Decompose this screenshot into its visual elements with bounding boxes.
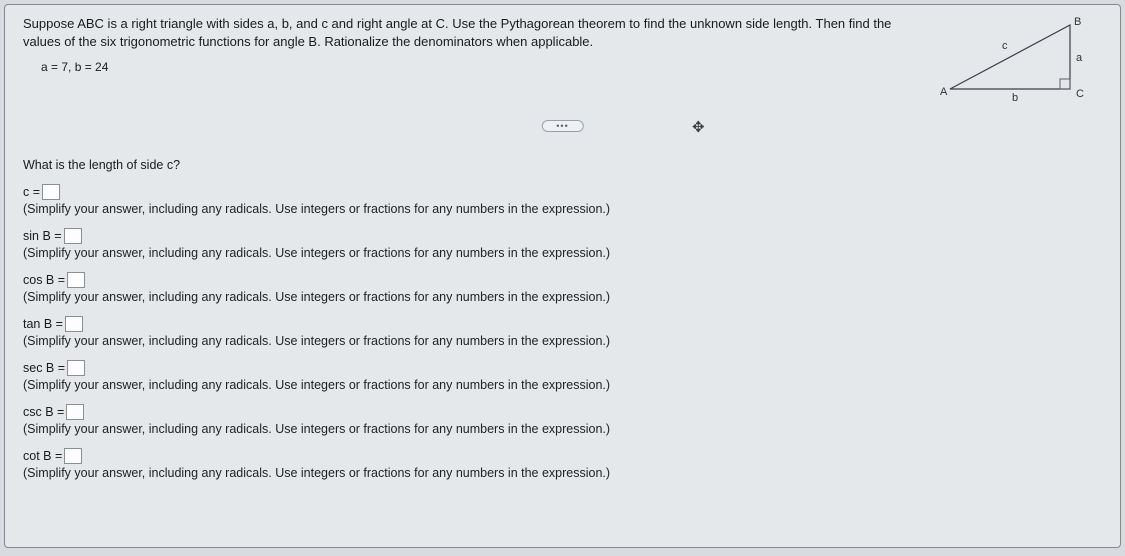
label-cot: cot B = [23, 449, 62, 463]
input-c[interactable] [42, 184, 60, 200]
hint-cot: (Simplify your answer, including any rad… [23, 466, 1102, 480]
question-prompt: What is the length of side c? [23, 158, 1102, 172]
hint-sec: (Simplify your answer, including any rad… [23, 378, 1102, 392]
side-a: a [1076, 52, 1083, 64]
label-csc: csc B = [23, 405, 64, 419]
label-tan: tan B = [23, 317, 63, 331]
triangle-svg: A B C a b c [932, 11, 1102, 106]
side-b: b [1012, 92, 1018, 104]
problem-statement: Suppose ABC is a right triangle with sid… [23, 15, 903, 50]
input-tan[interactable] [65, 316, 83, 332]
triangle-figure: A B C a b c [932, 11, 1102, 106]
hint-c: (Simplify your answer, including any rad… [23, 202, 1102, 216]
label-sec: sec B = [23, 361, 65, 375]
question-block: What is the length of side c? c = (Simpl… [23, 158, 1102, 480]
label-sin: sin B = [23, 229, 62, 243]
input-cos[interactable] [67, 272, 85, 288]
label-c: c = [23, 185, 40, 199]
input-csc[interactable] [66, 404, 84, 420]
answer-group-tan: tan B = (Simplify your answer, including… [23, 316, 1102, 348]
answer-group-sec: sec B = (Simplify your answer, including… [23, 360, 1102, 392]
input-cot[interactable] [64, 448, 82, 464]
input-sin[interactable] [64, 228, 82, 244]
side-c: c [1002, 40, 1008, 52]
vertex-B: B [1074, 16, 1081, 28]
hint-cos: (Simplify your answer, including any rad… [23, 290, 1102, 304]
hint-sin: (Simplify your answer, including any rad… [23, 246, 1102, 260]
move-handle-icon[interactable]: ✥ [692, 118, 705, 136]
statement-text: Suppose ABC is a right triangle with sid… [23, 16, 891, 49]
vertex-C: C [1076, 88, 1084, 100]
answer-group-sin: sin B = (Simplify your answer, including… [23, 228, 1102, 260]
vertex-A: A [940, 86, 948, 98]
divider-row: ••• ✥ [23, 120, 1102, 136]
problem-panel: Suppose ABC is a right triangle with sid… [4, 4, 1121, 548]
expand-pill[interactable]: ••• [541, 120, 583, 132]
answer-group-c: c = (Simplify your answer, including any… [23, 184, 1102, 216]
answer-group-cos: cos B = (Simplify your answer, including… [23, 272, 1102, 304]
answer-group-csc: csc B = (Simplify your answer, including… [23, 404, 1102, 436]
input-sec[interactable] [67, 360, 85, 376]
hint-csc: (Simplify your answer, including any rad… [23, 422, 1102, 436]
hint-tan: (Simplify your answer, including any rad… [23, 334, 1102, 348]
answer-group-cot: cot B = (Simplify your answer, including… [23, 448, 1102, 480]
label-cos: cos B = [23, 273, 65, 287]
